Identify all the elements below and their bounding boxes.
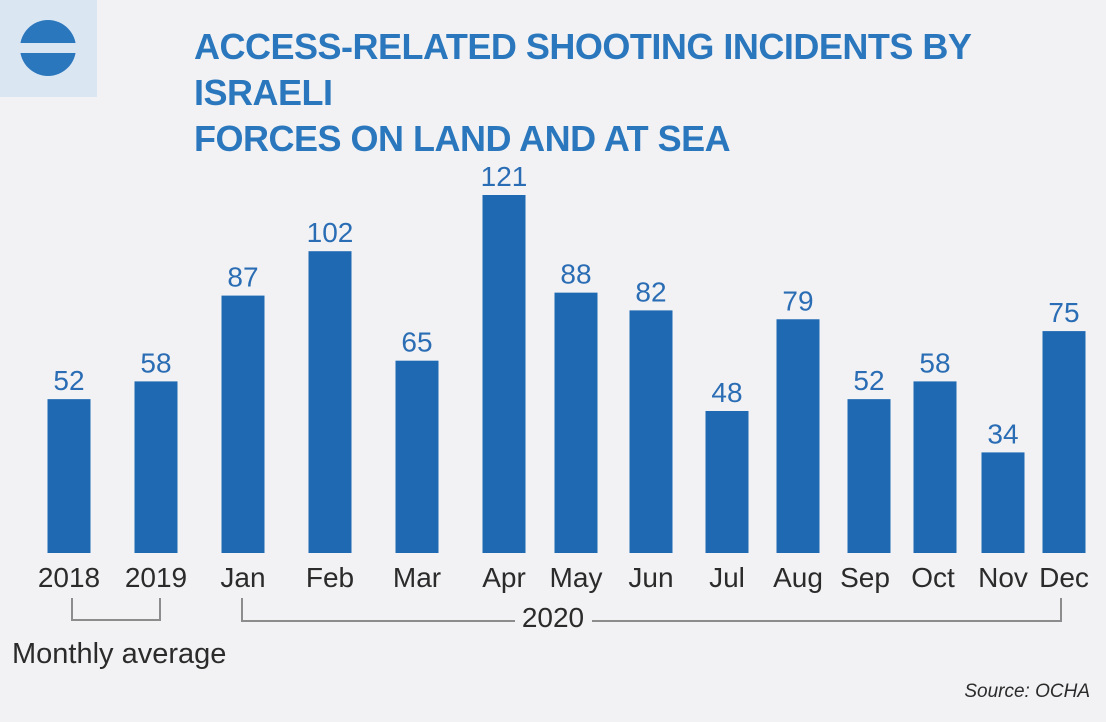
tick-label-2019: 2019 — [125, 562, 187, 593]
tick-label-aug: Aug — [773, 562, 823, 593]
tick-label-sep: Sep — [840, 562, 890, 593]
bar-dec — [1042, 331, 1086, 553]
tick-label-jul: Jul — [709, 562, 745, 593]
value-label-aug: 79 — [782, 285, 813, 316]
bar-apr — [482, 195, 526, 553]
bar-sep — [847, 399, 891, 553]
chart-title: ACCESS-RELATED SHOOTING INCIDENTS BY ISR… — [194, 24, 1074, 162]
bar-nov — [981, 452, 1025, 553]
logo-panel — [0, 0, 97, 97]
ocha-circle-icon — [18, 20, 78, 76]
bar-aug — [776, 319, 820, 553]
tick-label-mar: Mar — [393, 562, 441, 593]
tick-label-jun: Jun — [628, 562, 673, 593]
bars-group — [47, 195, 1086, 553]
value-label-apr: 121 — [481, 161, 528, 192]
value-label-2019: 58 — [140, 347, 171, 378]
brackets-group: 2020 — [71, 598, 1062, 633]
bar-oct — [913, 381, 957, 553]
tick-labels-group: 2018 2019 Jan Feb Mar Apr May Jun Jul Aug Sep Oct No… — [38, 562, 1089, 593]
value-label-dec: 75 — [1048, 297, 1079, 328]
value-label-feb: 102 — [307, 217, 354, 248]
bar-jan — [221, 295, 265, 553]
value-label-2018: 52 — [53, 365, 84, 396]
year-2020-label: 2020 — [522, 602, 584, 633]
value-label-may: 88 — [560, 259, 591, 290]
bar-mar — [395, 360, 439, 553]
bar-feb — [308, 251, 352, 553]
value-label-oct: 58 — [919, 347, 950, 378]
monthly-average-bracket — [71, 598, 161, 621]
tick-label-oct: Oct — [911, 562, 955, 593]
value-label-jul: 48 — [711, 377, 742, 408]
source-note: Source: OCHA — [964, 681, 1090, 702]
bar-2019 — [134, 381, 178, 553]
tick-label-apr: Apr — [482, 562, 526, 593]
monthly-average-label: Monthly average — [12, 638, 227, 670]
tick-label-nov: Nov — [978, 562, 1028, 593]
bar-may — [554, 292, 598, 553]
tick-label-dec: Dec — [1039, 562, 1089, 593]
title-line-2: FORCES ON LAND AND AT SEA — [194, 118, 731, 159]
value-label-sep: 52 — [853, 365, 884, 396]
year-2020-bracket-left — [241, 598, 515, 622]
value-label-jan: 87 — [227, 262, 258, 293]
value-label-mar: 65 — [401, 327, 432, 358]
value-labels-group: 52 58 87 102 65 121 88 82 48 79 52 58 34 75 — [53, 161, 1079, 449]
title-line-1: ACCESS-RELATED SHOOTING INCIDENTS BY ISR… — [194, 26, 971, 113]
bar-2018 — [47, 399, 91, 553]
tick-label-feb: Feb — [306, 562, 354, 593]
value-label-jun: 82 — [635, 276, 666, 307]
value-label-nov: 34 — [987, 418, 1018, 449]
bar-jul — [705, 410, 749, 553]
tick-label-2018: 2018 — [38, 562, 100, 593]
tick-label-jan: Jan — [220, 562, 265, 593]
bar-jun — [629, 310, 673, 553]
tick-label-may: May — [550, 562, 603, 593]
year-2020-bracket-right — [592, 598, 1062, 622]
